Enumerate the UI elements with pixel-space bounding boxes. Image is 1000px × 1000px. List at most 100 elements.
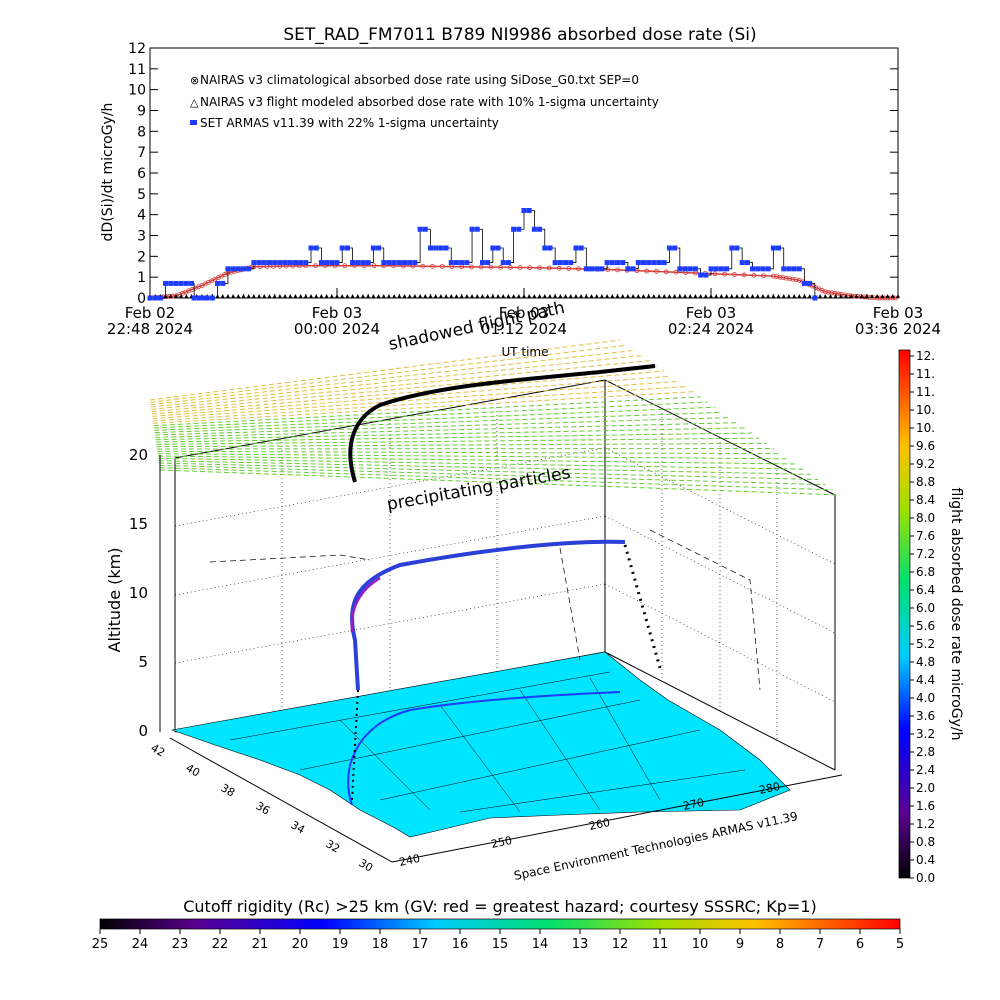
flight-modeled-point <box>444 294 449 298</box>
flight-modeled-point <box>662 294 667 298</box>
flight-descent <box>623 544 662 669</box>
dose-rate-tick-label: 4.0 <box>916 691 935 705</box>
3d-scene: 0 5 10 15 20 Altitude (km) 42 40 38 36 3… <box>105 298 843 883</box>
z-axis-label: Altitude (km) <box>105 548 124 653</box>
flight-modeled-point <box>418 294 423 298</box>
armas-point <box>537 226 543 232</box>
armas-point <box>599 266 605 272</box>
armas-point <box>583 266 589 272</box>
flight-modeled-point <box>173 294 178 298</box>
cutoff-tick-label: 21 <box>252 937 269 952</box>
flight-modeled-point <box>641 294 646 298</box>
flight-modeled-point <box>438 294 443 298</box>
legend-marker-modeled: △ <box>190 96 199 109</box>
armas-point <box>739 260 745 266</box>
z-tick-label: 0 <box>138 722 148 740</box>
particle-grid-line <box>152 380 679 420</box>
cutoff-tick-label: 14 <box>532 937 549 952</box>
y-tick-label: 7 <box>137 145 146 161</box>
armas-point <box>796 266 802 272</box>
dose-rate-tick-label: 3.2 <box>916 727 935 741</box>
dose-rate-tick-label: 0.8 <box>916 835 935 849</box>
dose-rate-tick-label: 11. <box>916 385 935 399</box>
flight-modeled-point <box>890 294 895 298</box>
flight-modeled-point <box>833 294 838 298</box>
legend-label-climatological: NAIRAS v3 climatological absorbed dose r… <box>200 73 639 87</box>
particle-grid-line <box>159 464 826 486</box>
map-state-lines <box>229 671 746 813</box>
climatological-point <box>741 272 747 278</box>
armas-point <box>324 260 330 266</box>
lon-tick-label: 240 <box>398 852 421 869</box>
climatological-point <box>790 276 796 282</box>
y-tick-label: 0 <box>137 291 146 307</box>
x-tick-label-date: Feb 03 <box>499 304 549 322</box>
climatological-point <box>673 269 679 275</box>
armas-point <box>183 280 189 286</box>
flight-modeled-point <box>631 294 636 298</box>
climatological-point <box>420 263 426 269</box>
climatological-point <box>712 271 718 277</box>
flight-modeled-point <box>625 294 630 298</box>
flight-modeled-point <box>433 294 438 298</box>
armas-point <box>469 226 475 232</box>
climatological-point <box>556 265 562 271</box>
climatological-point <box>488 264 494 270</box>
y-tick-label: 6 <box>137 166 146 182</box>
flight-modeled-point <box>677 294 682 298</box>
z-tick-label: 5 <box>138 653 148 671</box>
dose-rate-tick-label: 6.0 <box>916 601 935 615</box>
climatological-point <box>371 263 377 269</box>
flight-modeled-point <box>428 294 433 298</box>
flight-modeled-point <box>553 294 558 298</box>
armas-point <box>692 266 698 272</box>
armas-point <box>157 295 163 301</box>
z-tick-label: 15 <box>129 515 148 533</box>
climatological-point <box>527 265 533 271</box>
climatological-point <box>654 269 659 274</box>
armas-point <box>635 260 641 266</box>
flight-modeled-point <box>522 294 526 298</box>
flight-modeled-point <box>371 294 376 298</box>
flight-modeled-point <box>750 294 755 298</box>
dose-rate-tick-label: 6.4 <box>916 583 935 597</box>
cutoff-tick-label: 16 <box>452 937 469 952</box>
armas-point <box>516 226 522 232</box>
climatological-point <box>751 272 757 278</box>
armas-point <box>776 245 782 251</box>
armas-point <box>370 245 376 251</box>
flight-modeled-point <box>257 294 262 298</box>
dose-rate-tick-label: 5.2 <box>916 637 935 651</box>
climatological-point <box>783 275 789 281</box>
armas-point <box>344 245 350 251</box>
flight-modeled-point <box>490 294 495 298</box>
dose-rate-tick-label: 4.8 <box>916 655 935 669</box>
flight-modeled-point <box>864 294 869 298</box>
armas-point <box>744 260 750 266</box>
armas-point <box>672 245 678 251</box>
cutoff-tick-label: 10 <box>692 937 709 952</box>
armas-point <box>677 266 683 272</box>
armas-point <box>412 260 418 266</box>
flight-modeled-point <box>220 294 225 298</box>
latitude-axis-line <box>169 737 393 863</box>
armas-point <box>303 260 309 266</box>
climatological-point <box>507 265 513 270</box>
legend-marker-climatological: ⊗ <box>190 74 199 87</box>
flight-modeled-point <box>355 294 360 298</box>
flight-modeled-point <box>475 294 480 298</box>
armas-point <box>329 260 335 266</box>
dose-rate-tick-label: 7.2 <box>916 547 935 561</box>
flight-modeled-point <box>485 294 490 298</box>
flight-modeled-point <box>823 294 828 298</box>
armas-point <box>261 260 267 266</box>
z-axis: 0 5 10 15 20 Altitude (km) <box>105 446 161 740</box>
dose-rate-tick-label: 9.6 <box>916 439 935 453</box>
flight-modeled-point <box>573 294 578 298</box>
flight-modeled-point <box>314 294 319 298</box>
cutoff-tick-label: 6 <box>856 937 864 952</box>
z-tick-label: 10 <box>129 584 148 602</box>
armas-point <box>531 226 537 232</box>
dose-rate-tick-label: 7.6 <box>916 529 935 543</box>
